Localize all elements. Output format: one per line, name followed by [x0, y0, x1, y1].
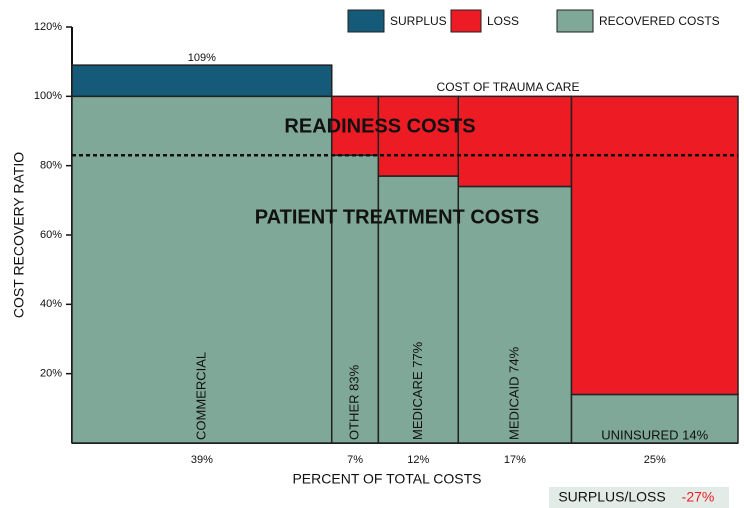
y-tick-label: 20%	[40, 368, 62, 380]
y-axis-label: COST RECOVERY RATIO	[11, 152, 27, 318]
category-label: MEDICAID 74%	[506, 346, 521, 440]
y-tick-label: 40%	[40, 298, 62, 310]
bar-segment	[570, 95, 739, 396]
bar-segment	[377, 175, 460, 444]
y-tick-label: 60%	[40, 229, 62, 241]
annotation: COST OF TRAUMA CARE	[437, 80, 580, 94]
summary-value: -27%	[682, 489, 715, 505]
legend-label: SURPLUS	[390, 14, 447, 28]
x-axis-label: PERCENT OF TOTAL COSTS	[292, 471, 481, 487]
bar-segment	[570, 393, 739, 444]
bar-segment	[71, 64, 333, 98]
legend-label: RECOVERED COSTS	[599, 14, 720, 28]
bar-segment	[457, 185, 573, 444]
annotation: PATIENT TREATMENT COSTS	[255, 206, 539, 228]
summary-box	[549, 487, 729, 508]
category-label: COMMERCIAL	[193, 352, 208, 440]
total-label: 109%	[188, 52, 216, 64]
category-label: MEDICARE 77%	[410, 341, 425, 440]
summary-label: SURPLUS/LOSS	[558, 489, 665, 505]
legend-swatch	[556, 9, 594, 33]
width-label: 25%	[644, 454, 666, 466]
y-tick-label: 100%	[34, 90, 62, 102]
y-tick-label: 80%	[40, 160, 62, 172]
category-label: UNINSURED 14%	[601, 427, 708, 442]
annotation: READINESS COSTS	[284, 115, 475, 137]
category-label: OTHER 83%	[346, 364, 361, 440]
legend-swatch	[450, 9, 482, 33]
legend-label: LOSS	[487, 14, 519, 28]
legend-swatch	[347, 9, 385, 33]
width-label: 7%	[347, 454, 363, 466]
y-tick-label: 120%	[34, 21, 62, 33]
bar-segment	[457, 95, 573, 188]
width-label: 39%	[191, 454, 213, 466]
width-label: 17%	[504, 454, 526, 466]
width-label: 12%	[407, 454, 429, 466]
